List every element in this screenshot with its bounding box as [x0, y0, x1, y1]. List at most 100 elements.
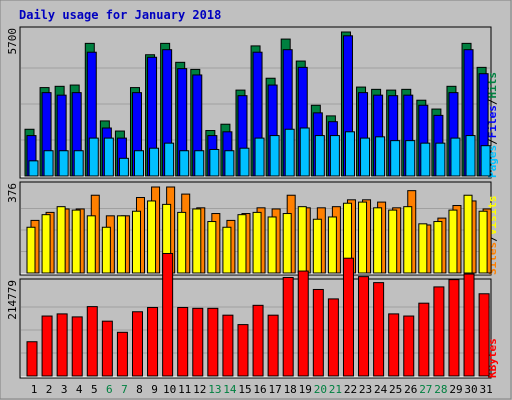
- bar-kbytes-day-12: [192, 307, 204, 377]
- day-label-3: 3: [61, 383, 68, 396]
- bar-pages-day-20: [314, 135, 325, 177]
- bar-kbytes-day-29: [448, 279, 460, 377]
- day-label-28: 28: [434, 383, 447, 396]
- day-label-7: 7: [121, 383, 128, 396]
- bar-kbytes-day-23: [358, 276, 370, 377]
- day-label-23: 23: [359, 383, 372, 396]
- day-label-6: 6: [106, 383, 113, 396]
- bar-pages-day-24: [375, 136, 386, 177]
- day-label-14: 14: [223, 383, 237, 396]
- bar-kbytes-day-18: [282, 276, 294, 377]
- bar-pages-day-21: [329, 135, 340, 177]
- bar-visits-day-19: [297, 206, 307, 274]
- bar-visits-day-8: [131, 210, 141, 274]
- bar-visits-day-29: [448, 209, 458, 274]
- bar-kbytes-day-20: [312, 288, 324, 377]
- day-label-31: 31: [479, 383, 492, 396]
- bar-kbytes-day-6: [101, 320, 113, 377]
- bar-visits-day-26: [403, 206, 413, 274]
- bar-pages-day-27: [420, 142, 431, 177]
- bar-pages-day-22: [344, 131, 355, 177]
- day-label-8: 8: [136, 383, 143, 396]
- bar-visits-day-4: [71, 209, 81, 274]
- bar-kbytes-day-31: [478, 293, 490, 377]
- bar-pages-day-13: [209, 148, 220, 177]
- bar-visits-day-11: [177, 211, 187, 274]
- legend-separator: /: [486, 235, 499, 242]
- bar-visits-day-23: [358, 201, 368, 274]
- bar-kbytes-day-28: [433, 286, 445, 377]
- bar-kbytes-day-17: [267, 314, 279, 377]
- bar-pages-day-23: [360, 137, 371, 177]
- legend-files: Files: [486, 105, 499, 138]
- bar-visits-day-15: [237, 214, 247, 274]
- bar-pages-day-29: [450, 137, 461, 177]
- bar-kbytes-day-26: [403, 315, 415, 377]
- bar-visits-day-25: [388, 209, 398, 274]
- bar-kbytes-day-7: [116, 331, 128, 377]
- bar-kbytes-day-30: [463, 273, 475, 377]
- bar-pages-day-7: [118, 157, 129, 177]
- bar-kbytes-day-14: [222, 314, 234, 377]
- bar-pages-day-2: [43, 150, 54, 177]
- bar-pages-day-31: [480, 145, 491, 177]
- bar-visits-day-5: [86, 215, 96, 274]
- bar-pages-day-19: [299, 127, 310, 177]
- bar-kbytes-day-2: [41, 315, 53, 377]
- bar-pages-day-28: [435, 142, 446, 177]
- bar-pages-day-25: [390, 140, 401, 177]
- bar-visits-day-24: [373, 207, 383, 274]
- bar-pages-day-16: [254, 137, 265, 177]
- day-label-13: 13: [208, 383, 221, 396]
- bar-pages-day-4: [73, 150, 84, 177]
- day-label-4: 4: [76, 383, 83, 396]
- day-label-9: 9: [151, 383, 158, 396]
- bar-visits-day-28: [433, 221, 443, 274]
- day-label-2: 2: [46, 383, 53, 396]
- bar-kbytes-day-11: [177, 306, 189, 377]
- x-axis-day-labels: 1 2 3 4 5 6 7 8 9 10 11 12 13 14 15 16 17 18 19 20 21 22 23 24 2…: [31, 383, 493, 396]
- legend-separator: /: [486, 98, 499, 105]
- y-max-label: 5700: [6, 28, 19, 55]
- bar-visits-day-2: [41, 214, 51, 274]
- day-label-25: 25: [389, 383, 402, 396]
- day-label-1: 1: [31, 383, 38, 396]
- bar-pages-day-1: [28, 160, 39, 177]
- panel-frame: [19, 26, 492, 179]
- y-max-label: 376: [6, 183, 19, 203]
- day-label-29: 29: [449, 383, 462, 396]
- bar-visits-day-31: [478, 210, 488, 274]
- day-label-27: 27: [419, 383, 432, 396]
- bar-pages-day-17: [269, 135, 280, 177]
- bar-visits-day-13: [207, 221, 217, 274]
- bar-pages-day-9: [149, 147, 160, 177]
- bar-kbytes-day-9: [147, 306, 159, 377]
- y-max-label: 214779: [6, 280, 19, 320]
- bar-kbytes-day-5: [86, 306, 98, 377]
- bar-visits-day-18: [282, 213, 292, 274]
- bar-pages-day-12: [194, 150, 205, 177]
- bar-visits-day-14: [222, 226, 232, 274]
- day-label-26: 26: [404, 383, 417, 396]
- bar-pages-day-3: [58, 150, 69, 177]
- bar-pages-day-8: [133, 150, 144, 177]
- day-label-15: 15: [238, 383, 251, 396]
- day-label-10: 10: [163, 383, 176, 396]
- bar-pages-day-10: [164, 142, 175, 177]
- bar-visits-day-9: [147, 200, 157, 274]
- bar-visits-day-12: [192, 208, 202, 274]
- day-label-11: 11: [178, 383, 191, 396]
- bar-pages-day-30: [465, 135, 476, 177]
- bar-pages-day-11: [179, 150, 190, 177]
- bar-kbytes-day-19: [297, 270, 309, 377]
- day-label-16: 16: [253, 383, 266, 396]
- bar-kbytes-day-15: [237, 324, 249, 377]
- bar-visits-day-7: [116, 215, 126, 274]
- bar-visits-day-6: [101, 226, 111, 274]
- bar-kbytes-day-27: [418, 302, 430, 377]
- bar-kbytes-day-22: [342, 257, 354, 377]
- bar-pages-day-15: [239, 147, 250, 177]
- bar-pages-day-26: [405, 140, 416, 177]
- chart-title: Daily usage for January 2018: [19, 8, 221, 22]
